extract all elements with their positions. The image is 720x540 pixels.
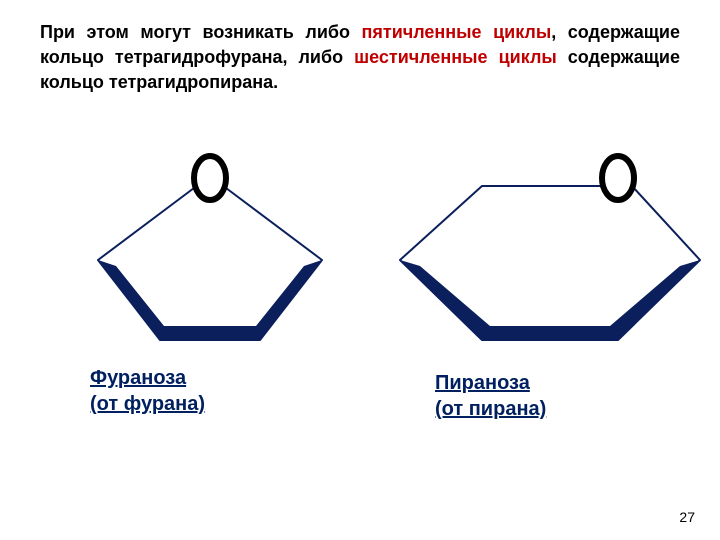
pyranose-caption-l2: (от пирана) [435, 398, 546, 420]
pyranose-ring [380, 150, 720, 370]
pyranose-caption: Пираноза (от пирана) [435, 370, 546, 422]
para-part1: При этом могут возникать либо [40, 22, 362, 42]
pyranose-oxygen-icon [602, 156, 634, 200]
page-number: 27 [679, 509, 695, 525]
furanose-caption-l2: (от фурана) [90, 393, 205, 415]
furanose-outline [98, 188, 322, 340]
furanose-oxygen-icon [194, 156, 226, 200]
pyranose-front-edge [400, 260, 700, 340]
furanose-caption-l1: Фураноза [90, 367, 186, 389]
furanose-ring [60, 150, 360, 370]
pyranose-caption-l1: Пираноза [435, 372, 530, 394]
para-red1: пятичленные циклы [362, 22, 552, 42]
furanose-caption: Фураноза (от фурана) [90, 365, 205, 417]
pyranose-outline [400, 186, 700, 340]
furanose-front-edge [98, 260, 322, 340]
intro-paragraph: При этом могут возникать либо пятичленны… [40, 20, 680, 96]
para-red2: шестичленные циклы [354, 47, 557, 67]
